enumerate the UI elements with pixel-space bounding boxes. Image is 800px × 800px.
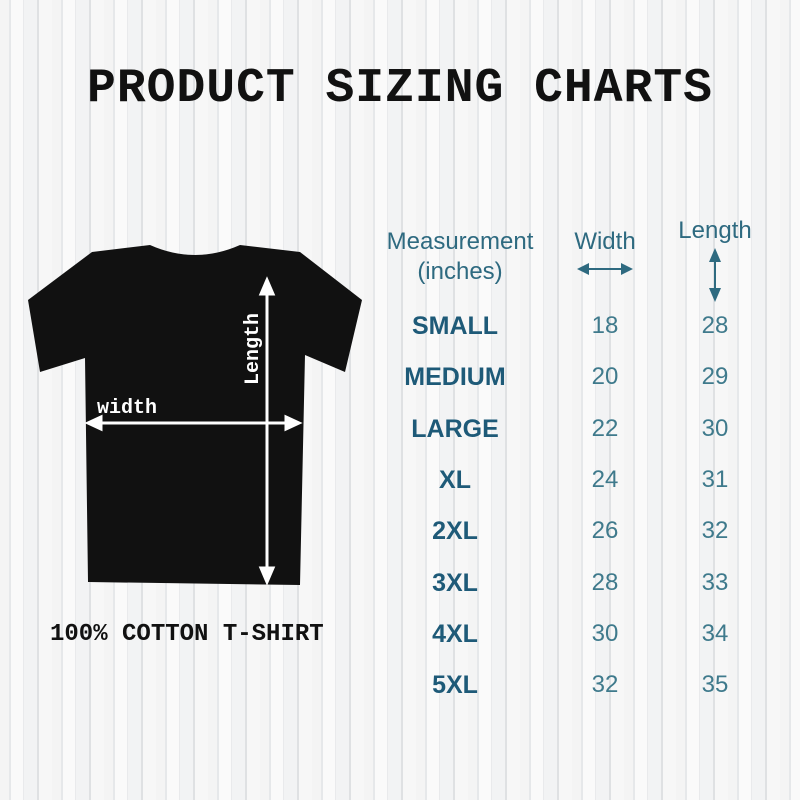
- row-size-cell: XL: [439, 465, 471, 494]
- header-unit-label: (inches): [417, 258, 503, 285]
- row-size-cell: SMALL: [411, 312, 499, 340]
- row-length-cell: 33: [701, 568, 729, 596]
- row-size-cell: 3XL: [432, 568, 478, 597]
- page-title: PRODUCT SIZING CHARTS: [87, 62, 713, 116]
- row-size-cell: 4XL: [432, 619, 478, 648]
- product-caption: 100% COTTON T-SHIRT: [50, 621, 324, 648]
- row-width-cell: 20: [591, 363, 619, 391]
- row-width-cell: 32: [591, 671, 619, 699]
- row-length-cell: 34: [701, 619, 729, 647]
- measure-arrows: [84, 276, 303, 586]
- header-measurement-label: Measurement: [386, 228, 534, 255]
- length-label: Length: [242, 313, 265, 385]
- row-size-cell: 2XL: [432, 517, 478, 546]
- width-label: width: [97, 397, 157, 420]
- row-length-cell: 28: [701, 312, 729, 339]
- row-length-cell: 29: [701, 363, 729, 391]
- tshirt-shape: [28, 245, 362, 585]
- row-length-cell: 32: [701, 517, 729, 545]
- row-length-cell: 30: [701, 414, 729, 442]
- row-size-cell: MEDIUM: [404, 363, 506, 392]
- row-size-cell: 5XL: [432, 671, 478, 700]
- row-width-cell: 28: [591, 568, 619, 596]
- row-width-cell: 30: [591, 619, 619, 647]
- header-length-label: Length: [678, 217, 752, 244]
- header-measurement: Measurement (inches): [375, 227, 545, 287]
- row-width-cell: 24: [591, 465, 619, 493]
- row-length-cell: 35: [701, 671, 729, 699]
- header-width-label: Width: [574, 228, 636, 255]
- row-width-cell: 22: [591, 414, 619, 442]
- row-width-cell: 18: [591, 312, 619, 339]
- row-width-cell: 26: [591, 517, 619, 545]
- header-width: Width: [555, 227, 655, 287]
- vertical-arrow-icon: [709, 248, 721, 302]
- row-length-cell: 31: [701, 465, 729, 493]
- header-length: Length: [665, 216, 765, 312]
- horizontal-arrow-icon: [577, 263, 633, 275]
- row-size-cell: LARGE: [411, 414, 499, 443]
